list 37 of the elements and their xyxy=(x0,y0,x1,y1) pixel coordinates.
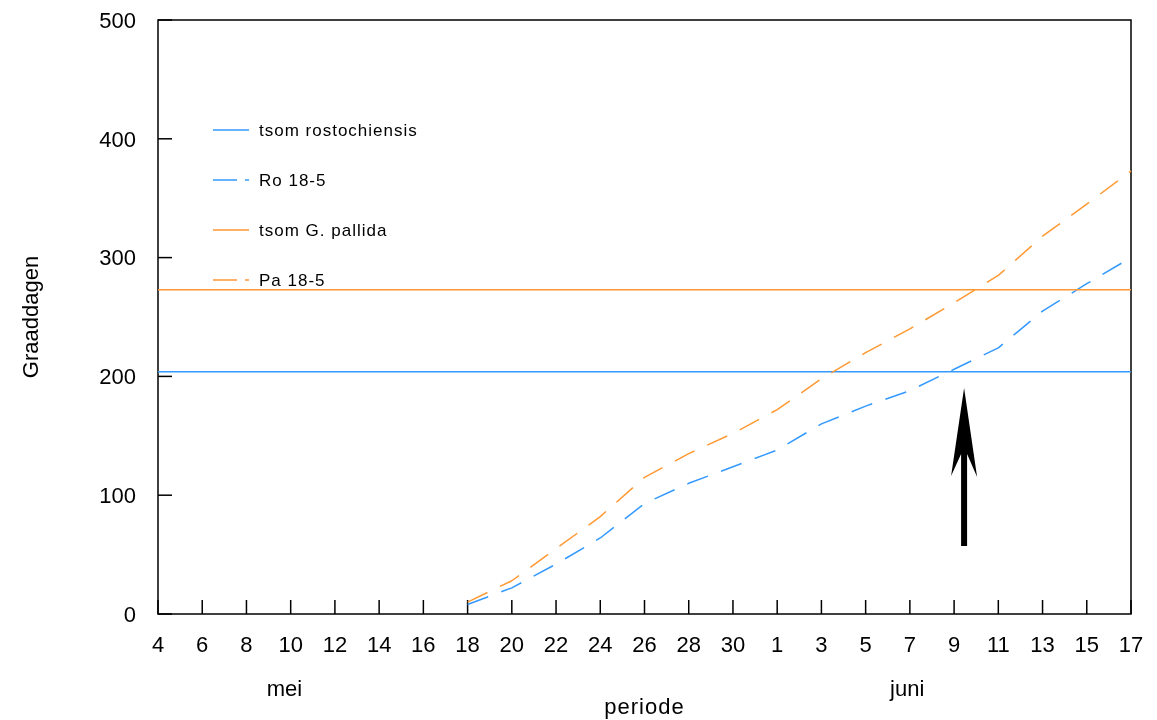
x-tick-label: 17 xyxy=(1118,632,1144,657)
text: mei xyxy=(266,676,303,701)
x-tick-label: 8 xyxy=(240,632,253,657)
y-tick-label: 0 xyxy=(123,601,136,627)
legend-label: Ro 18-5 xyxy=(259,170,327,190)
legend-label: Pa 18-5 xyxy=(259,270,326,290)
x-tick-label: 28 xyxy=(676,632,701,657)
y-tick-label: 100 xyxy=(99,482,136,508)
x-tick-label: 9 xyxy=(947,632,961,657)
legend-label: tsom rostochiensis xyxy=(259,120,418,140)
x-tick-label: 26 xyxy=(632,632,657,657)
x-tick-label: 7 xyxy=(903,632,916,657)
legend-label: tsom G. pallida xyxy=(259,220,388,240)
x-tick-label: 30 xyxy=(720,632,746,657)
text: juni xyxy=(889,676,925,701)
x-tick-label: 4 xyxy=(151,632,165,657)
x-tick-label: 15 xyxy=(1074,632,1100,657)
x-tick-label: 12 xyxy=(322,632,348,657)
x-tick-label: 16 xyxy=(411,632,436,657)
x-tick-label: 11 xyxy=(986,632,1010,657)
x-axis-title: periode xyxy=(604,694,685,719)
x-tick-label: 6 xyxy=(196,632,209,657)
x-tick-label: 10 xyxy=(278,632,303,657)
x-tick-label: 24 xyxy=(588,632,613,657)
x-tick-label: 1 xyxy=(771,632,784,657)
y-tick-label: 500 xyxy=(99,7,136,33)
x-tick-label: 22 xyxy=(543,632,569,657)
x-tick-label: 5 xyxy=(859,632,872,657)
y-tick-label: 300 xyxy=(99,245,136,271)
x-tick-label: 14 xyxy=(366,632,392,657)
x-tick-label: 3 xyxy=(815,632,828,657)
x-tick-label: 13 xyxy=(1030,632,1055,657)
x-tick-label: 20 xyxy=(499,632,525,657)
y-tick-label: 200 xyxy=(99,364,136,390)
y-axis-title: Graaddagen xyxy=(18,255,43,379)
x-tick-label: 18 xyxy=(455,632,480,657)
y-tick-label: 400 xyxy=(99,126,136,152)
